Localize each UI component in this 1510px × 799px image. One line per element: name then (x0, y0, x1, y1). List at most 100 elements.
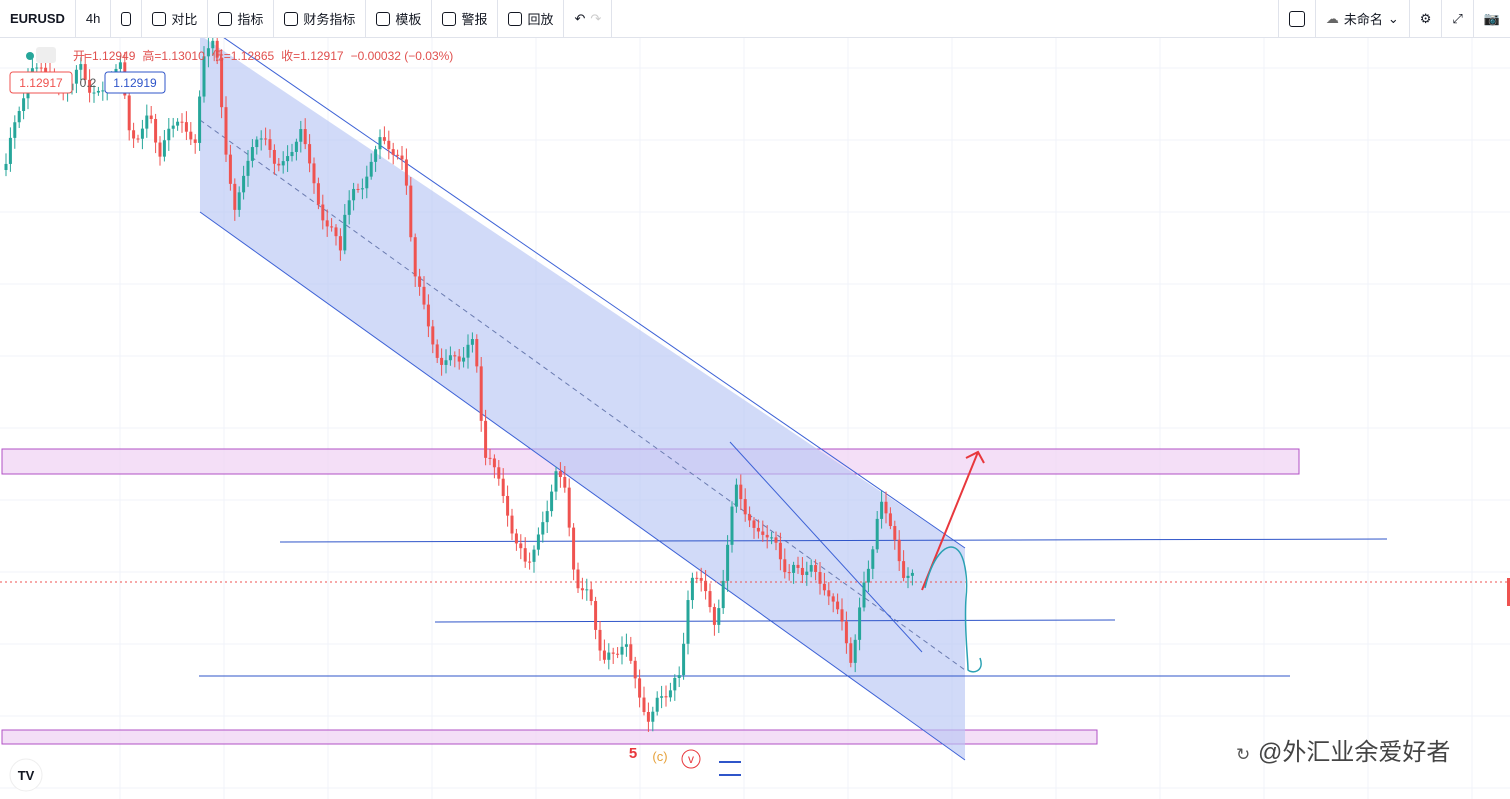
candle-body (413, 237, 417, 277)
candle-body (453, 355, 457, 357)
candle-body (409, 185, 413, 238)
candle-body (246, 160, 250, 176)
channel (200, 38, 965, 760)
candle-body (215, 40, 219, 58)
candle-body (154, 118, 158, 143)
toolbar-item[interactable]: 指标 (208, 0, 275, 38)
toolbar-item[interactable]: 警报 (432, 0, 499, 38)
channel-top (223, 38, 966, 549)
candle-body (660, 696, 664, 698)
candle-body (74, 69, 78, 84)
candle-body (426, 304, 430, 327)
candle-body (356, 188, 360, 190)
watermark: @外汇业余爱好者 (1258, 739, 1450, 766)
candle-body (831, 596, 835, 602)
candle-body (893, 526, 897, 540)
candle-body (233, 183, 237, 210)
snapshot[interactable]: 📷 (1483, 10, 1500, 26)
candle-body (334, 227, 338, 237)
candle-body (136, 138, 140, 140)
candle-body (682, 643, 686, 676)
candle-body (699, 578, 703, 581)
toolbar-right: ☁ 未命名 ⌄ ⚙ ⤢ 📷 (1277, 0, 1510, 38)
candle-body (202, 56, 206, 97)
icon (284, 11, 299, 26)
candle-body (290, 151, 294, 157)
candle-body (404, 159, 408, 186)
candle-body (92, 92, 96, 94)
candle-body (88, 79, 92, 93)
candle-body (695, 577, 699, 579)
candle-body (343, 214, 347, 251)
ohlc-value: 收=1.12917 (281, 49, 344, 63)
ohlc-value: 高=1.13010 (142, 48, 205, 63)
toolbar-item[interactable]: 模板 (366, 0, 433, 38)
candle-body (849, 643, 853, 663)
toolbar-item[interactable]: 回放 (498, 0, 565, 38)
interval[interactable]: 4h (76, 0, 112, 38)
candle-body (884, 501, 888, 514)
candle-body (752, 520, 756, 528)
candle-body (906, 575, 910, 578)
candle-body (800, 567, 804, 575)
candle-body (286, 156, 290, 162)
wave-label: 5 (629, 745, 637, 762)
toolbar-item[interactable]: 对比 (142, 0, 209, 38)
icon (152, 11, 167, 26)
fullscreen[interactable]: ⤢ (1442, 0, 1474, 38)
candle-body (338, 236, 342, 251)
candle-body (862, 582, 866, 608)
candle-body (448, 355, 452, 361)
candle-body (528, 561, 532, 563)
chart-type[interactable] (111, 0, 143, 38)
candle-body (629, 644, 633, 661)
toolbar-item[interactable]: 财务指标 (274, 0, 367, 38)
candle-body (492, 458, 496, 468)
candle-body (83, 64, 87, 80)
settings[interactable]: ⚙ (1410, 0, 1443, 38)
candle-body (8, 137, 12, 164)
candle-body (532, 549, 536, 562)
candle-body (206, 48, 210, 57)
candle-body (726, 544, 730, 581)
candle-body (475, 339, 479, 367)
candle-body (888, 513, 892, 527)
candle-body (299, 129, 303, 142)
candle-body (686, 600, 690, 644)
candle-body (576, 569, 580, 589)
undo[interactable]: ↶ ↷ (564, 0, 613, 38)
toolbar-items: 对比 指标 财务指标 模板 警报 回放 (142, 0, 565, 38)
candle-body (312, 163, 316, 184)
candle-body (180, 121, 184, 123)
candle-body (620, 646, 624, 655)
toolbar-label: 指标 (237, 12, 264, 27)
candle-body (690, 577, 694, 601)
candle-body (479, 366, 483, 421)
layout-name: 未命名 (1343, 12, 1383, 27)
candle-body (4, 163, 8, 170)
candle-body (638, 678, 642, 698)
icon (508, 11, 523, 26)
candle-body (871, 549, 875, 569)
candle-body (444, 360, 448, 365)
candle-body (457, 356, 461, 362)
candle-body (13, 122, 17, 138)
select[interactable] (1277, 0, 1316, 38)
candle-body (17, 111, 21, 123)
symbol[interactable]: EURUSD (0, 0, 76, 38)
candle-body (545, 511, 549, 523)
candle-body (739, 484, 743, 500)
candle-body (822, 583, 826, 591)
candle-body (321, 204, 325, 221)
candle-body (787, 572, 791, 574)
candle-body (237, 192, 241, 210)
candle-body (294, 141, 298, 152)
candle-body (541, 522, 545, 535)
candle-body (743, 499, 747, 515)
candle-body (44, 67, 48, 72)
candle-body (580, 588, 584, 591)
layout[interactable]: ☁ 未命名 ⌄ (1316, 0, 1410, 38)
toolbar: EURUSD 4h 对比 指标 财务指标 模板 警报 回放 ↶ ↷ ☁ 未命名 ⌄ ⚙ ⤢ 📷 (0, 0, 1510, 38)
candle-body (184, 122, 188, 132)
